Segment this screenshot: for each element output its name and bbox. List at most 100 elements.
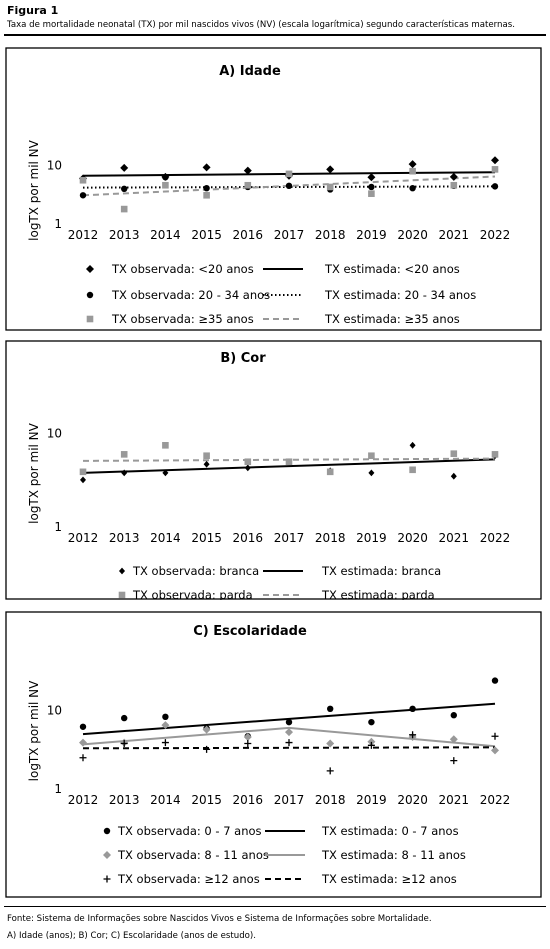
panel-title: C) Escolaridade	[193, 624, 307, 639]
x-tick-label: 2021	[439, 228, 470, 242]
data-point	[409, 466, 416, 474]
x-tick-label: 2013	[109, 228, 140, 242]
trend-line	[82, 457, 496, 462]
x-tick-label: 2014	[150, 228, 181, 242]
data-point	[203, 184, 210, 192]
legend-label: TX observada: branca	[132, 564, 259, 578]
bottom-rule	[4, 906, 546, 907]
data-point	[491, 156, 499, 165]
data-point	[243, 166, 252, 175]
data-point	[79, 738, 87, 747]
x-tick-label: 2019	[356, 793, 387, 807]
data-point	[121, 714, 128, 722]
x-tick-label: 2016	[233, 793, 264, 807]
trend-line	[82, 175, 496, 197]
trend-line	[82, 746, 496, 750]
x-tick-label: 2013	[109, 793, 140, 807]
data-point	[161, 721, 170, 730]
legend-label: TX estimada: <20 anos	[324, 262, 460, 276]
trend-line	[82, 185, 496, 189]
data-point	[79, 176, 87, 184]
y-tick-label: 1	[54, 217, 62, 231]
data-point	[285, 739, 293, 747]
data-point	[162, 713, 169, 721]
data-point	[491, 183, 499, 190]
legend-label: TX observada: parda	[132, 588, 253, 600]
data-point	[244, 739, 252, 747]
data-point	[202, 163, 211, 172]
data-point	[285, 458, 293, 466]
data-point	[79, 723, 87, 730]
data-point	[368, 452, 375, 460]
y-tick-label: 1	[54, 520, 62, 534]
trend-line	[82, 702, 496, 736]
data-point	[285, 170, 293, 178]
x-tick-label: 2012	[68, 228, 99, 242]
legend-label: TX estimada: ≥12 anos	[321, 872, 457, 886]
data-point	[202, 725, 211, 734]
data-point	[450, 450, 458, 457]
data-point	[326, 183, 334, 191]
x-tick-label: 2017	[274, 531, 305, 545]
x-tick-label: 2018	[315, 531, 346, 545]
chart-panel-cor: B) Cor 1 10 logTX por mil NV 2012 2013 2014 201…	[5, 340, 542, 600]
panel-frame	[5, 340, 542, 600]
x-tick-label: 2017	[274, 228, 305, 242]
data-point	[121, 185, 128, 193]
y-tick-label: 10	[47, 703, 62, 717]
x-tick-label: 2022	[480, 793, 511, 807]
data-point	[450, 181, 458, 189]
data-point	[162, 442, 169, 449]
x-tick-label: 2015	[191, 228, 222, 242]
legend-symbol	[86, 265, 94, 273]
data-point	[327, 705, 334, 713]
data-point	[409, 167, 416, 175]
data-point	[203, 460, 210, 468]
y-axis-title: logTX por mil NV	[27, 139, 41, 241]
data-point	[449, 735, 458, 744]
data-point	[368, 469, 375, 477]
legend-label: TX estimada: 0 - 7 anos	[321, 824, 459, 838]
x-tick-label: 2014	[150, 531, 181, 545]
legend-symbol	[86, 315, 94, 323]
data-point	[326, 739, 335, 748]
data-point	[326, 165, 335, 174]
data-point	[203, 745, 211, 753]
x-tick-label: 2020	[397, 793, 428, 807]
data-point	[368, 190, 375, 197]
data-point	[409, 184, 416, 192]
data-point	[367, 173, 376, 182]
x-tick-label: 2016	[233, 228, 264, 242]
x-tick-label: 2013	[109, 531, 140, 545]
legend-symbol	[119, 567, 125, 575]
x-tick-label: 2014	[150, 793, 181, 807]
panel-title: B) Cor	[220, 351, 266, 366]
y-tick-label: 1	[54, 782, 62, 796]
legend-symbol	[103, 827, 111, 835]
legend-label: TX estimada: branca	[321, 564, 441, 578]
data-point	[450, 472, 457, 480]
y-axis-title: logTX por mil NV	[27, 680, 41, 782]
data-point	[120, 451, 128, 458]
data-point	[368, 183, 375, 191]
data-point	[203, 452, 210, 460]
legend-label: TX observada: 20 - 34 anos	[111, 288, 270, 302]
data-point	[79, 754, 87, 762]
y-tick-label: 10	[47, 159, 62, 173]
figure-caption: Taxa de mortalidade neonatal (TX) por mi…	[7, 20, 515, 30]
data-point	[80, 476, 86, 484]
legend-label: TX observada: <20 anos	[111, 262, 254, 276]
data-point	[409, 731, 417, 739]
legend-label: TX observada: ≥35 anos	[111, 312, 254, 326]
data-point	[244, 181, 252, 189]
figure-source: Fonte: Sistema de Informações sobre Nasc…	[7, 911, 432, 945]
data-point	[120, 205, 128, 213]
y-axis-title: logTX por mil NV	[27, 422, 41, 524]
data-point	[326, 767, 334, 775]
data-point	[285, 182, 293, 190]
legend-label: TX estimada: ≥35 anos	[324, 312, 460, 326]
x-tick-label: 2015	[191, 531, 222, 545]
data-point	[367, 737, 376, 746]
legend-label: TX observada: 0 - 7 anos	[117, 824, 262, 838]
legend-label: TX estimada: 20 - 34 anos	[324, 288, 476, 302]
